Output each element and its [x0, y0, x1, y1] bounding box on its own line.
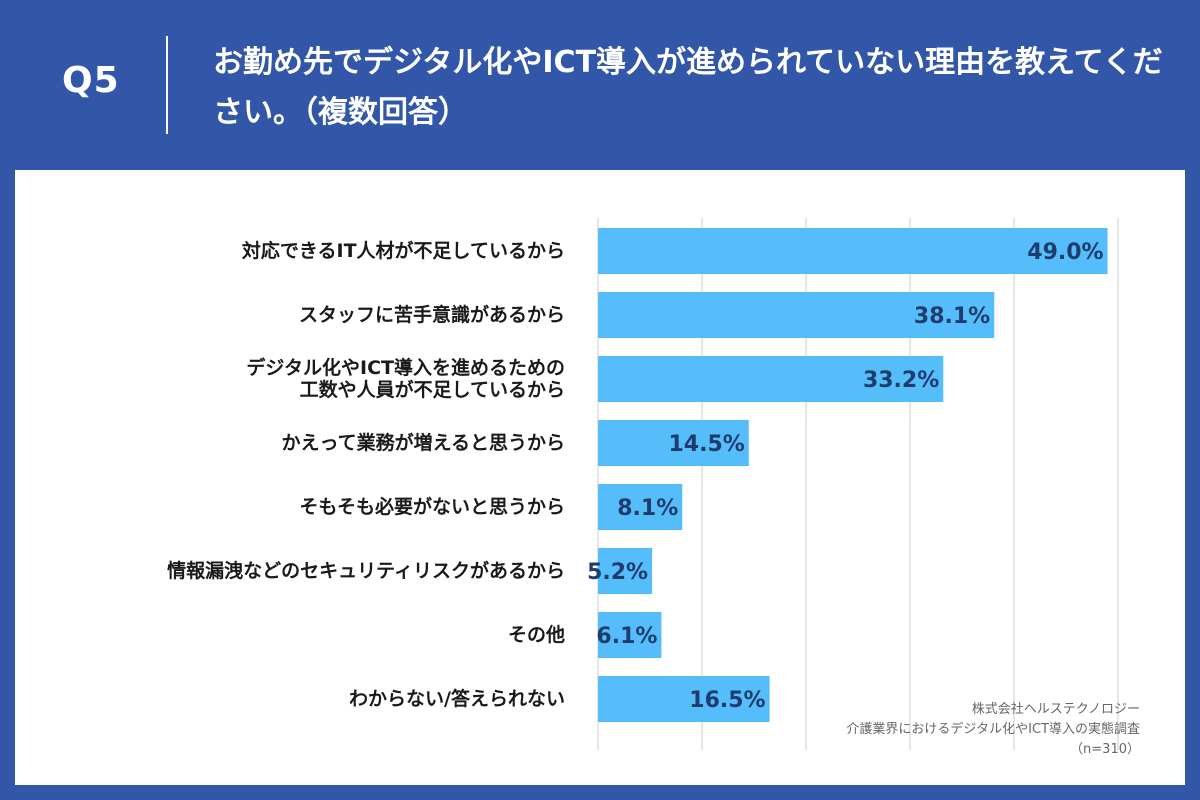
- question-title: お勤め先でデジタル化やICT導入が進められていない理由を教えてください。（複数回…: [213, 45, 1163, 130]
- bar-value-label: 49.0%: [1027, 240, 1103, 265]
- bar-chart: 49.0% 38.1% 33.2% 14.5% 8.1% 5.2% 6.1% 16.5%: [587, 218, 1119, 750]
- source-note: 株式会社ヘルステクノロジー 介護業界におけるデジタル化やICT導入の実態調査 （…: [846, 700, 1140, 760]
- bar: [598, 228, 1108, 274]
- category-label: かえって業務が増えると思うから: [281, 432, 565, 454]
- bar-value-label: 6.1%: [596, 624, 657, 649]
- category-label: 情報漏洩などのセキュリティリスクがあるから: [167, 560, 565, 582]
- bar: [598, 356, 944, 402]
- header-divider: [166, 36, 168, 134]
- chart-panel: 49.0% 38.1% 33.2% 14.5% 8.1% 5.2% 6.1% 16.5% 対応…: [15, 170, 1185, 785]
- category-label: デジタル化やICT導入を進めるための 工数や人員が不足しているから: [246, 357, 565, 401]
- bar-value-label: 16.5%: [689, 688, 765, 713]
- bar-value-label: 38.1%: [914, 304, 990, 329]
- bar: [598, 420, 749, 466]
- bar: [598, 292, 995, 338]
- bar: [598, 484, 683, 530]
- bar: [598, 676, 770, 722]
- source-survey: 介護業界におけるデジタル化やICT導入の実態調査: [846, 722, 1140, 737]
- question-number: Q5: [62, 60, 120, 101]
- category-label: 対応できるIT人材が不足しているから: [241, 240, 565, 262]
- category-label: わからない/答えられない: [349, 688, 565, 710]
- category-label: そもそも必要がないと思うから: [299, 496, 565, 518]
- bar-value-label: 8.1%: [617, 496, 678, 521]
- category-label: その他: [507, 624, 565, 646]
- bar-value-label: 5.2%: [587, 560, 648, 585]
- source-sample: （n=310）: [1070, 742, 1140, 757]
- bar-value-label: 33.2%: [863, 368, 939, 393]
- bar: [598, 548, 653, 594]
- category-label: スタッフに苦手意識があるから: [298, 304, 565, 326]
- question-header: Q5 お勤め先でデジタル化やICT導入が進められていない理由を教えてください。（…: [0, 0, 1200, 170]
- bar: [598, 612, 662, 658]
- bar-value-label: 14.5%: [668, 432, 744, 457]
- source-company: 株式会社ヘルステクノロジー: [971, 702, 1140, 717]
